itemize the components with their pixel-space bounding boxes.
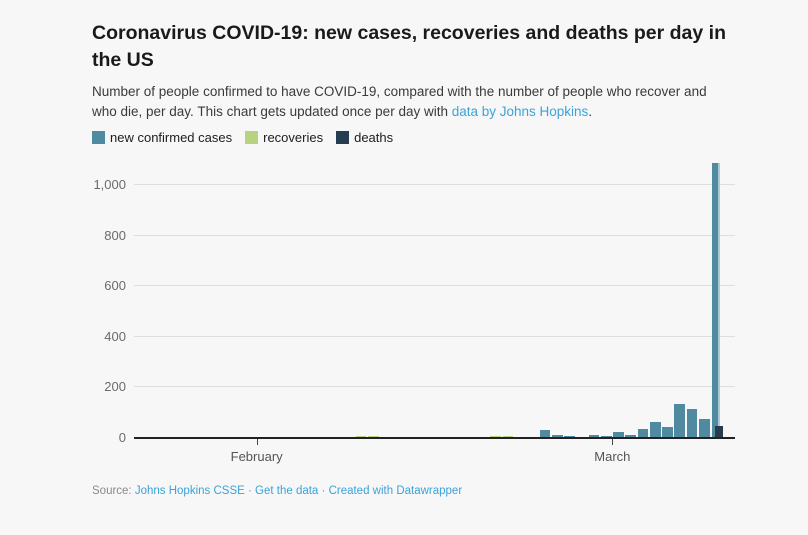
y-axis-label: 1,000 xyxy=(93,177,126,192)
bar-new-confirmed-cases[interactable] xyxy=(625,434,637,438)
footer-separator: · xyxy=(244,485,252,497)
bar-new-confirmed-cases[interactable] xyxy=(698,418,710,438)
y-axis-label: 200 xyxy=(104,379,126,395)
x-axis-baseline xyxy=(134,436,735,439)
johns-hopkins-data-link[interactable]: data by Johns Hopkins xyxy=(451,103,589,119)
legend-label: new confirmed cases xyxy=(110,130,233,145)
footer-link-created-with-datawrapper[interactable]: Created with Datawrapper xyxy=(328,485,463,497)
bar-new-confirmed-cases[interactable] xyxy=(662,426,673,438)
chart-description: Number of people confirmed to have COVID… xyxy=(92,82,722,121)
y-axis-label: 800 xyxy=(104,227,126,243)
y-gridline xyxy=(134,184,735,185)
legend-item-recoveries: recoveries xyxy=(245,130,323,145)
bar-new-confirmed-cases[interactable] xyxy=(649,421,661,438)
y-gridline xyxy=(134,335,735,337)
x-axis-tick xyxy=(612,438,614,445)
y-axis-label: 600 xyxy=(104,278,126,294)
bar-new-confirmed-cases[interactable] xyxy=(613,432,624,438)
x-axis-label-march: March xyxy=(594,448,631,464)
y-gridline xyxy=(134,386,735,388)
x-axis-label-february: February xyxy=(230,448,283,464)
footer-link-johns-hopkins-csse[interactable]: Johns Hopkins CSSE xyxy=(134,485,245,497)
bar-new-confirmed-cases[interactable] xyxy=(712,162,721,438)
footer-link-get-the-data[interactable]: Get the data xyxy=(255,485,319,497)
footer-separator: · xyxy=(318,485,326,497)
legend-item-deaths: deaths xyxy=(336,130,393,145)
y-gridline xyxy=(134,234,735,236)
bar-new-confirmed-cases[interactable] xyxy=(551,435,563,438)
y-axis-label: 0 xyxy=(118,430,126,445)
legend-swatch-cases xyxy=(92,131,105,144)
source-line: Source: Johns Hopkins CSSE · Get the dat… xyxy=(92,485,462,497)
legend-swatch-deaths xyxy=(336,131,350,144)
y-axis-label: 400 xyxy=(104,328,126,344)
legend-swatch-recoveries xyxy=(245,131,259,144)
legend-label: deaths xyxy=(354,130,394,145)
legend-label: recoveries xyxy=(263,130,324,145)
x-axis-tick xyxy=(256,438,258,445)
chart-title: Coronavirus COVID-19: new cases, recover… xyxy=(92,22,726,71)
bar-new-confirmed-cases[interactable] xyxy=(686,408,698,438)
legend-item-cases: new confirmed cases xyxy=(92,130,232,145)
description-suffix: . xyxy=(588,103,593,119)
bar-new-confirmed-cases[interactable] xyxy=(674,403,686,438)
bar-deaths[interactable] xyxy=(714,426,723,438)
bar-new-confirmed-cases[interactable] xyxy=(637,429,649,438)
bar-new-confirmed-cases[interactable] xyxy=(588,434,600,438)
y-gridline xyxy=(134,285,735,287)
bar-new-confirmed-cases[interactable] xyxy=(539,429,551,438)
source-label: Source: xyxy=(92,485,132,497)
legend: new confirmed cases recoveries deaths xyxy=(92,130,393,145)
description-text: Number of people confirmed to have COVID… xyxy=(92,84,707,119)
